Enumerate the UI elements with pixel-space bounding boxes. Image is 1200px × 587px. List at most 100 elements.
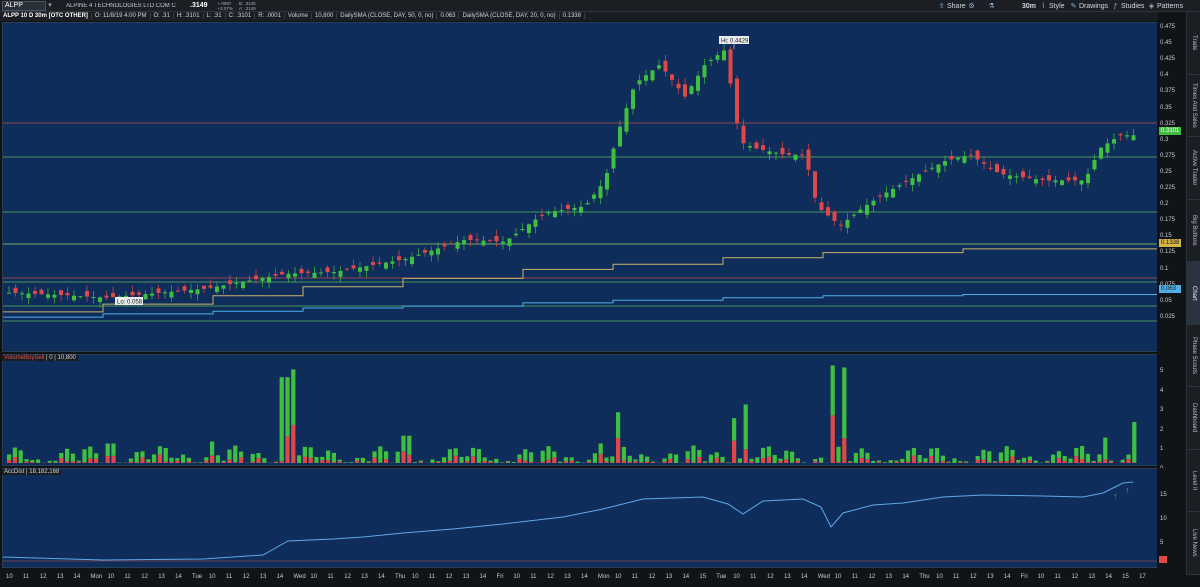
flask-button[interactable]: ⚗ [988, 0, 995, 12]
drawings-button[interactable]: ✎ Drawings [1070, 2, 1109, 10]
candle-up [936, 164, 941, 173]
candle-down [826, 207, 830, 216]
candle-down [1047, 175, 1051, 181]
volume-bar-sell [987, 462, 992, 463]
sidebar-tab-level-ii[interactable]: Level II [1187, 450, 1200, 513]
volume-bar-buy [442, 457, 447, 463]
price-axis-label: 0.475 [1160, 24, 1176, 30]
time-axis-label: 10 [936, 574, 943, 580]
sidebar-tab-big-buttons[interactable]: Big Buttons [1187, 200, 1200, 263]
period-selector[interactable]: 30m [1022, 2, 1037, 10]
volume-bar-sell [30, 462, 35, 463]
volume-bar-sell [453, 455, 458, 463]
candle-up [559, 210, 564, 212]
bid-ask: B: .3125 A: .3149 [238, 0, 256, 11]
volume-bar-sell [384, 459, 389, 463]
candle-up [1125, 135, 1129, 137]
candle-up [20, 293, 24, 295]
volume-bar-sell [946, 462, 951, 463]
patterns-button[interactable]: ◈ Patterns [1148, 2, 1184, 10]
candle-down [111, 293, 115, 298]
sidebar-tab-live-news[interactable]: Live News [1187, 512, 1200, 575]
candle-down [280, 271, 284, 275]
candle-up [247, 280, 252, 282]
volume-bar-buy [645, 456, 650, 462]
price-panel[interactable]: Hi: 0.4429 Lo: 0.058 [2, 22, 1158, 352]
volume-bar-buy [186, 457, 191, 462]
volume-bar-sell [337, 461, 342, 463]
candle-up [163, 292, 167, 294]
volume-bar-sell [998, 461, 1003, 463]
volume-bar-buy [1132, 422, 1137, 463]
gear-icon: ⚙ [968, 2, 975, 10]
candle-up [917, 174, 921, 182]
candle-up [338, 270, 343, 277]
volume-bar-buy [407, 435, 412, 455]
time-axis-label: 11 [750, 574, 757, 580]
candle-up [7, 292, 11, 294]
volume-panel[interactable] [2, 354, 1158, 466]
volume-bar-sell [1091, 461, 1096, 463]
volume-bar-buy [894, 460, 899, 462]
volume-bar-sell [732, 440, 737, 463]
time-axis-label: 13 [259, 574, 267, 580]
style-button[interactable]: ⌇ Style [1041, 2, 1065, 10]
volume-bar-sell [917, 462, 922, 463]
time-axis-label: 10 [834, 574, 842, 580]
volume-bar-buy [848, 461, 853, 463]
volume-axis-label: 1 [1160, 446, 1164, 452]
chevron-down-icon[interactable]: ▾ [48, 1, 52, 9]
accdist-panel[interactable]: ↑ ↑ [2, 468, 1158, 568]
candle-up [169, 291, 174, 298]
volume-bar-sell [1132, 462, 1137, 463]
volume-bar-sell [59, 457, 64, 463]
volume-bar-buy [111, 443, 116, 456]
volume-bar-sell [169, 461, 174, 463]
sidebar-tab-chart[interactable]: Chart [1187, 262, 1200, 325]
volume-bar-sell [407, 454, 412, 463]
candle-up [364, 266, 369, 271]
lo-label: Lo: 0.058 [117, 300, 143, 306]
candle-up [1079, 180, 1084, 185]
candle-down [182, 286, 187, 291]
volume-bar-sell [331, 462, 336, 463]
share-button[interactable]: ⇪ Share [938, 2, 966, 10]
sidebar-tab-times-and-sales[interactable]: Times And Sales [1187, 75, 1200, 138]
settings-button[interactable]: ⚙ [968, 0, 975, 12]
volume-bar-sell [645, 461, 650, 463]
volume-bar-buy [1062, 456, 1067, 461]
time-axis-label: 13 [783, 574, 791, 580]
candle-up [501, 241, 505, 244]
style-icon: ⌇ [1041, 2, 1046, 10]
sma50-line [3, 294, 1157, 318]
sidebar-tab-trade[interactable]: Trade [1187, 12, 1200, 75]
volume-bar-sell [923, 462, 928, 463]
volume-bar-sell [714, 457, 719, 463]
candle-up [709, 60, 713, 62]
volume-bar-sell [128, 461, 133, 463]
volume-bar-buy [146, 459, 151, 463]
candle-down [306, 271, 310, 273]
price-axis-label: 0.3 [1160, 136, 1169, 143]
sidebar-tab-phase-scouts[interactable]: Phase Scouts [1187, 325, 1200, 388]
volume-bar-buy [105, 443, 110, 457]
volume-bar-buy [888, 460, 893, 463]
studies-button[interactable]: ƒ Studies [1113, 2, 1145, 10]
symbol-input[interactable]: ALPP [2, 0, 46, 11]
volume-bar-buy [355, 458, 360, 461]
right-sidebar: Trade Times And Sales Active Trader Big But… [1186, 12, 1200, 575]
time-axis-label: 11 [124, 574, 131, 580]
volume-bar-buy [842, 367, 847, 439]
volume-bar-buy [830, 365, 835, 416]
time-axis-label: Tue [192, 574, 203, 580]
volume-bar-buy [1080, 446, 1085, 460]
volume-bar-buy [755, 457, 760, 463]
candle-down [813, 171, 817, 198]
volume-bar-sell [308, 457, 313, 463]
sidebar-tab-dashboard[interactable]: Dashboard [1187, 387, 1200, 450]
sidebar-tab-active-trader[interactable]: Active Trader [1187, 137, 1200, 200]
volume-bar-sell [291, 424, 296, 463]
candle-down [137, 292, 141, 295]
price-axis-label: 0.375 [1160, 88, 1176, 95]
volume-bar-buy [210, 441, 215, 456]
